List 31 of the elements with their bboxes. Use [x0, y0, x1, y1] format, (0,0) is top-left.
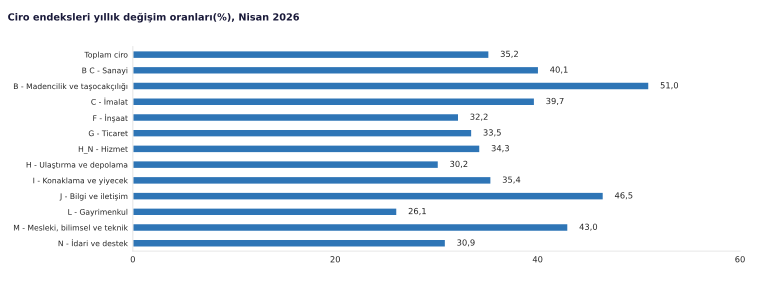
bar [132, 238, 446, 248]
bar [132, 81, 650, 91]
bar [132, 112, 460, 122]
x-tick-label: 40 [532, 256, 542, 262]
bar [132, 66, 540, 75]
data-label: 34,3 [492, 145, 509, 152]
bar [132, 160, 440, 170]
bar [132, 97, 536, 106]
data-label: 30,9 [457, 239, 475, 247]
data-label: 40,1 [550, 66, 568, 74]
bar [132, 128, 473, 138]
x-tick-label: 60 [735, 256, 745, 262]
x-tick-label: 20 [330, 256, 340, 262]
bar [132, 222, 569, 232]
data-label: 32,2 [470, 114, 488, 121]
data-label: 43,0 [580, 224, 598, 231]
data-label: 26,1 [408, 208, 426, 216]
bar [132, 207, 398, 216]
bar [132, 191, 604, 201]
data-label: 46,5 [614, 192, 632, 200]
data-label: 33,5 [484, 129, 501, 136]
bar [132, 50, 490, 60]
data-label: 30,2 [450, 160, 468, 168]
x-tick-label: 0 [130, 256, 135, 262]
chart-title: Ciro endeksleri yıllık değişim oranları(%), Nisan 2026 [8, 12, 300, 23]
data-label: 51,0 [660, 82, 678, 90]
bar [132, 176, 492, 185]
data-label: 39,7 [546, 98, 564, 106]
data-label: 35,4 [502, 176, 520, 184]
bar [132, 144, 481, 154]
data-label: 35,2 [500, 50, 518, 58]
